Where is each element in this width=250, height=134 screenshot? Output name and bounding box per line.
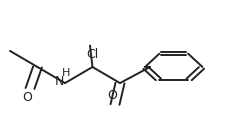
Text: Cl: Cl xyxy=(86,48,99,61)
Text: N: N xyxy=(54,75,64,88)
Text: O: O xyxy=(108,89,118,102)
Text: O: O xyxy=(22,91,32,104)
Text: H: H xyxy=(62,68,70,78)
